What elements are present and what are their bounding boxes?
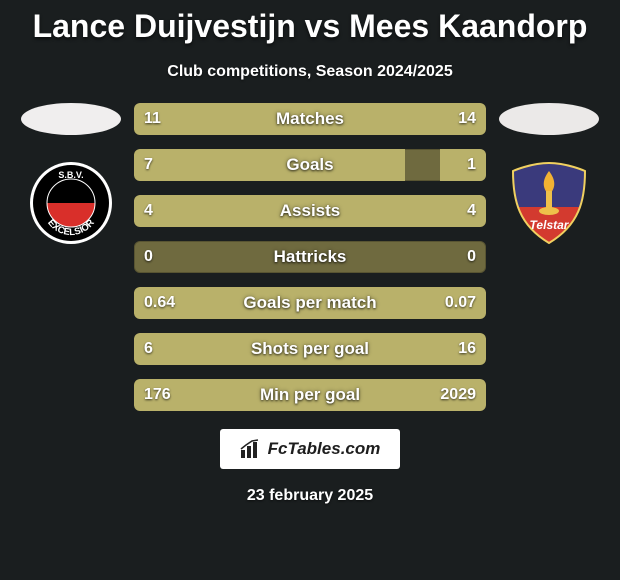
right-team-column: Telstar <box>494 103 604 245</box>
left-team-badge: S.B.V. EXCELSIOR <box>29 161 113 245</box>
stat-bar: 7 Goals 1 <box>134 149 486 181</box>
stat-value-right: 16 <box>458 340 476 358</box>
left-player-placeholder <box>21 103 121 135</box>
stat-value-right: 0 <box>467 248 476 266</box>
stat-value-left: 0 <box>144 248 153 266</box>
stat-bar: 4 Assists 4 <box>134 195 486 227</box>
stat-label: Shots per goal <box>251 339 369 359</box>
stat-value-right: 1 <box>467 156 476 174</box>
stat-value-left: 176 <box>144 386 171 404</box>
telstar-badge-icon: Telstar <box>507 161 591 245</box>
stat-bar-fill-left <box>134 149 405 181</box>
stat-value-left: 0.64 <box>144 294 175 312</box>
svg-text:S.B.V.: S.B.V. <box>58 170 83 180</box>
fctables-text: FcTables.com <box>268 439 381 459</box>
stat-label: Min per goal <box>260 385 360 405</box>
left-team-column: S.B.V. EXCELSIOR <box>16 103 126 245</box>
stat-value-right: 0.07 <box>445 294 476 312</box>
stat-value-left: 4 <box>144 202 153 220</box>
right-team-badge: Telstar <box>507 161 591 245</box>
stat-label: Goals <box>286 155 333 175</box>
stat-bar: 176 Min per goal 2029 <box>134 379 486 411</box>
stats-bars: 11Matches147Goals14Assists40Hattricks00.… <box>134 103 486 411</box>
stat-bar-fill-right <box>440 149 486 181</box>
stat-value-left: 7 <box>144 156 153 174</box>
stat-value-right: 4 <box>467 202 476 220</box>
stat-label: Hattricks <box>274 247 347 267</box>
stat-bar: 0.64 Goals per match 0.07 <box>134 287 486 319</box>
excelsior-badge-icon: S.B.V. EXCELSIOR <box>29 161 113 245</box>
comparison-title: Lance Duijvestijn vs Mees Kaandorp <box>0 0 620 45</box>
stat-value-left: 11 <box>144 110 161 128</box>
chart-icon <box>240 438 262 460</box>
comparison-subtitle: Club competitions, Season 2024/2025 <box>0 63 620 81</box>
comparison-main: S.B.V. EXCELSIOR 11Matches147Goals14Assi… <box>0 103 620 411</box>
stat-value-right: 14 <box>458 110 476 128</box>
right-player-placeholder <box>499 103 599 135</box>
stat-label: Assists <box>280 201 340 221</box>
stat-value-right: 2029 <box>440 386 476 404</box>
svg-text:Telstar: Telstar <box>530 218 570 232</box>
stat-bar: 6 Shots per goal 16 <box>134 333 486 365</box>
comparison-date: 23 february 2025 <box>0 487 620 505</box>
stat-label: Matches <box>276 109 344 129</box>
stat-bar: 0 Hattricks 0 <box>134 241 486 273</box>
stat-value-left: 6 <box>144 340 153 358</box>
stat-label: Goals per match <box>243 293 376 313</box>
fctables-logo: FcTables.com <box>220 429 400 469</box>
stat-bar: 11 Matches 14 <box>134 103 486 135</box>
